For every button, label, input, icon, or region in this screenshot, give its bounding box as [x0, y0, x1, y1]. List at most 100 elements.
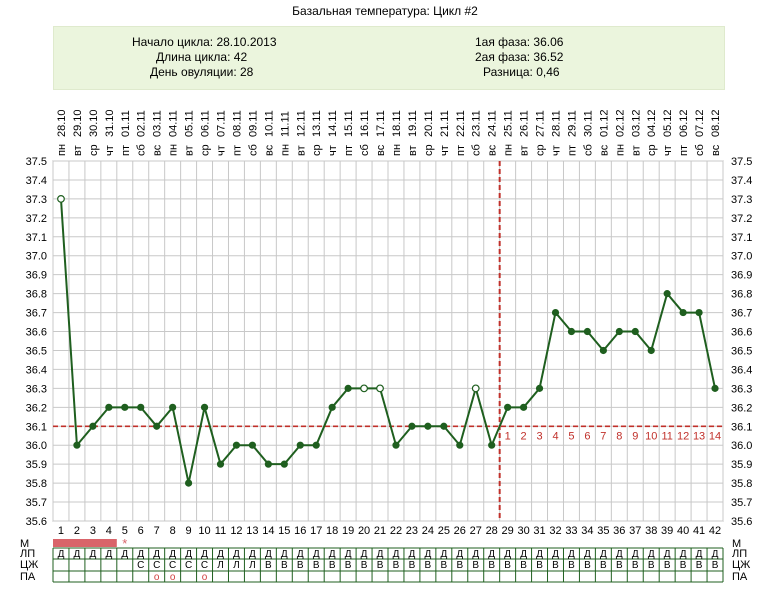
- temperature-point: [679, 308, 687, 317]
- table-cell-text: В: [393, 560, 400, 571]
- y-tick-label-left: 37.4: [26, 175, 47, 187]
- table-cell-text: Д: [377, 549, 384, 560]
- temperature-point: [519, 403, 528, 411]
- date-label: 24.11: [487, 110, 499, 137]
- table-cell-text: о: [154, 572, 160, 583]
- y-tick-label-left: 36.1: [26, 421, 47, 433]
- temperature-point: [583, 327, 592, 336]
- day-number-label: 28: [486, 525, 498, 537]
- date-label: 09.11: [247, 110, 259, 137]
- weekday-label: сб: [582, 144, 594, 156]
- table-cell-text: В: [504, 560, 511, 571]
- temperature-point: [504, 403, 512, 411]
- day-number-label: 38: [645, 525, 657, 537]
- table-cell-text: Д: [281, 549, 288, 560]
- day-number-label: 1: [58, 525, 64, 537]
- table-cell-text: В: [680, 560, 687, 571]
- date-label: 15.11: [343, 110, 355, 137]
- day-number-label: 7: [154, 525, 160, 537]
- weekday-label: сб: [136, 144, 148, 156]
- row-label-right: ЦЖ: [732, 559, 750, 571]
- weekday-label: пт: [343, 145, 355, 156]
- menstruation-bar: [53, 539, 117, 547]
- luteal-day-label: 13: [693, 430, 705, 442]
- y-tick-label-right: 36.7: [731, 308, 752, 320]
- weekday-label: сб: [694, 144, 706, 156]
- luteal-day-label: 1: [505, 430, 511, 442]
- table-cell-text: С: [201, 560, 208, 571]
- table-cell-text: Л: [233, 560, 240, 571]
- table-cell-text: В: [425, 560, 432, 571]
- temperature-point: [663, 290, 671, 298]
- day-number-label: 15: [278, 525, 290, 537]
- y-tick-label-left: 35.8: [26, 478, 47, 490]
- weekday-label: ср: [535, 144, 547, 156]
- day-number-label: 21: [374, 525, 386, 537]
- temperature-point: [424, 422, 432, 430]
- date-label: 05.12: [662, 109, 674, 137]
- table-cell-text: Д: [488, 549, 495, 560]
- temperature-point: [200, 403, 209, 411]
- weekday-label: вт: [519, 145, 531, 156]
- table-cell-text: В: [361, 560, 368, 571]
- day-number-label: 16: [294, 525, 306, 537]
- y-tick-label-left: 35.9: [26, 459, 47, 471]
- table-cell-text: Д: [313, 549, 320, 560]
- weekday-label: пт: [678, 145, 690, 156]
- day-number-label: 27: [470, 525, 482, 537]
- table-cell-text: В: [281, 560, 288, 571]
- row-label-left: ЛП: [20, 548, 35, 560]
- weekday-label: пт: [455, 145, 467, 156]
- temperature-point: [264, 460, 272, 468]
- weekday-label: пн: [56, 144, 68, 156]
- table-cell-text: Д: [424, 549, 431, 560]
- phase1-text: 1ая фаза: 36.06: [475, 35, 564, 49]
- y-tick-label-left: 36.3: [26, 383, 47, 395]
- date-label: 30.10: [88, 109, 100, 137]
- y-tick-label-right: 37.1: [731, 232, 752, 244]
- table-cell-text: В: [536, 560, 543, 571]
- table-cell-text: В: [664, 560, 671, 571]
- temperature-point: [488, 441, 496, 449]
- day-number-label: 22: [390, 525, 402, 537]
- temperature-point: [232, 441, 241, 449]
- date-label: 01.12: [598, 109, 610, 137]
- table-cell-text: Д: [121, 549, 128, 560]
- date-label: 03.11: [152, 110, 164, 137]
- day-number-label: 41: [693, 525, 705, 537]
- date-label: 08.12: [710, 109, 722, 137]
- y-tick-label-right: 36.6: [731, 327, 752, 339]
- y-tick-label-left: 36.2: [26, 402, 47, 414]
- table-cell-text: В: [456, 560, 463, 571]
- table-cell-text: Д: [616, 549, 623, 560]
- weekday-label: ср: [423, 144, 435, 156]
- luteal-day-label: 8: [616, 430, 622, 442]
- luteal-day-label: 10: [645, 430, 657, 442]
- difference-text: Разница: 0,46: [483, 65, 560, 79]
- weekday-label: вс: [598, 144, 610, 156]
- table-cell-text: Д: [440, 549, 447, 560]
- temperature-point: [456, 441, 464, 449]
- temperature-point: [631, 327, 639, 336]
- date-label: 14.11: [327, 110, 339, 137]
- table-cell-text: Д: [265, 549, 272, 560]
- y-tick-label-right: 36.3: [731, 383, 752, 395]
- date-label: 27.11: [535, 110, 547, 137]
- luteal-day-label: 3: [536, 430, 542, 442]
- weekday-label: вс: [263, 144, 275, 156]
- luteal-day-label: 9: [632, 430, 638, 442]
- weekday-label: вт: [407, 145, 419, 156]
- y-tick-label-left: 36.8: [26, 289, 47, 301]
- temperature-point: [248, 441, 257, 449]
- day-number-label: 34: [581, 525, 593, 537]
- y-tick-label-left: 36.0: [26, 440, 47, 452]
- day-number-label: 11: [215, 525, 226, 537]
- table-cell-text: Д: [105, 549, 112, 560]
- day-number-label: 12: [230, 525, 242, 537]
- temperature-point: [392, 441, 400, 449]
- cycle-length-text: Длина цикла: 42: [156, 50, 248, 64]
- table-cell-text: Д: [584, 549, 591, 560]
- table-cell-text: Д: [201, 549, 208, 560]
- temperature-point: [184, 479, 193, 487]
- table-cell-text: о: [170, 572, 176, 583]
